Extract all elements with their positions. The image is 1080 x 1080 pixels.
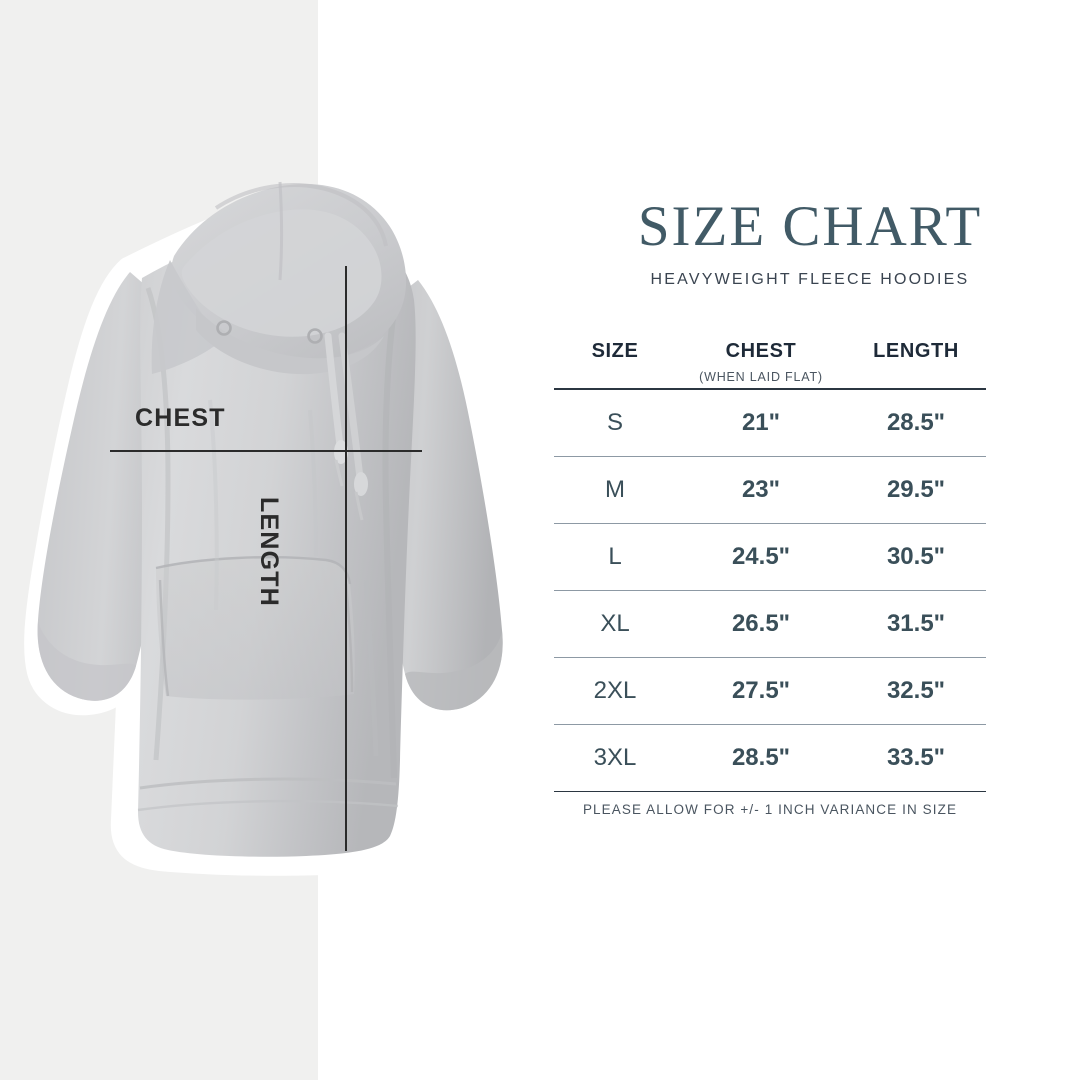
cell-chest: 27.5" bbox=[676, 657, 846, 725]
column-header-length: LENGTH bbox=[846, 340, 986, 390]
cell-chest: 26.5" bbox=[676, 590, 846, 658]
size-chart-panel: SIZE CHART HEAVYWEIGHT FLEECE HOODIES SI… bbox=[540, 0, 1080, 1080]
cell-size: 3XL bbox=[554, 724, 676, 792]
cell-size: 2XL bbox=[554, 657, 676, 725]
variance-footnote: PLEASE ALLOW FOR +/- 1 INCH VARIANCE IN … bbox=[582, 802, 958, 817]
table-row: S 21" 28.5" bbox=[554, 389, 986, 457]
cell-chest: 24.5" bbox=[676, 523, 846, 591]
cell-size: L bbox=[554, 523, 676, 591]
chest-measurement-label: CHEST bbox=[135, 404, 226, 432]
table-header-row: SIZE CHEST (WHEN LAID FLAT) LENGTH bbox=[554, 340, 986, 390]
cell-length: 31.5" bbox=[846, 590, 986, 658]
cell-chest: 23" bbox=[676, 456, 846, 524]
column-header-length-spacer bbox=[846, 363, 986, 382]
table-row: 2XL 27.5" 32.5" bbox=[554, 657, 986, 725]
cell-size: M bbox=[554, 456, 676, 524]
size-table: SIZE CHEST (WHEN LAID FLAT) LENGTH S bbox=[554, 340, 986, 792]
column-header-size-spacer bbox=[554, 363, 676, 382]
cell-chest: 28.5" bbox=[676, 724, 846, 792]
page-title: SIZE CHART bbox=[637, 195, 983, 258]
product-image-area: CHEST LENGTH bbox=[37, 181, 503, 857]
cell-chest: 21" bbox=[676, 389, 846, 457]
table-row: 3XL 28.5" 33.5" bbox=[554, 724, 986, 792]
cell-size: XL bbox=[554, 590, 676, 658]
column-header-size: SIZE bbox=[554, 340, 676, 390]
column-header-chest-note: (WHEN LAID FLAT) bbox=[699, 370, 823, 384]
length-measurement-line bbox=[345, 266, 347, 851]
column-header-chest: CHEST (WHEN LAID FLAT) bbox=[676, 340, 846, 390]
table-row: M 23" 29.5" bbox=[554, 456, 986, 524]
cell-length: 33.5" bbox=[846, 724, 986, 792]
page-subtitle: HEAVYWEIGHT FLEECE HOODIES bbox=[650, 271, 970, 288]
table-row: L 24.5" 30.5" bbox=[554, 523, 986, 591]
chest-measurement-line bbox=[110, 450, 422, 452]
length-measurement-label: LENGTH bbox=[255, 497, 283, 607]
size-table-body: S 21" 28.5" M 23" 29.5" L 24.5" 30.5" XL… bbox=[554, 389, 986, 792]
column-header-size-label: SIZE bbox=[591, 340, 639, 362]
column-header-chest-label: CHEST bbox=[725, 340, 797, 362]
table-row: XL 26.5" 31.5" bbox=[554, 590, 986, 658]
cell-length: 32.5" bbox=[846, 657, 986, 725]
cell-length: 28.5" bbox=[846, 389, 986, 457]
cell-size: S bbox=[554, 389, 676, 457]
cell-length: 29.5" bbox=[846, 456, 986, 524]
cell-length: 30.5" bbox=[846, 523, 986, 591]
column-header-length-label: LENGTH bbox=[873, 340, 959, 362]
size-table-head: SIZE CHEST (WHEN LAID FLAT) LENGTH bbox=[554, 340, 986, 390]
